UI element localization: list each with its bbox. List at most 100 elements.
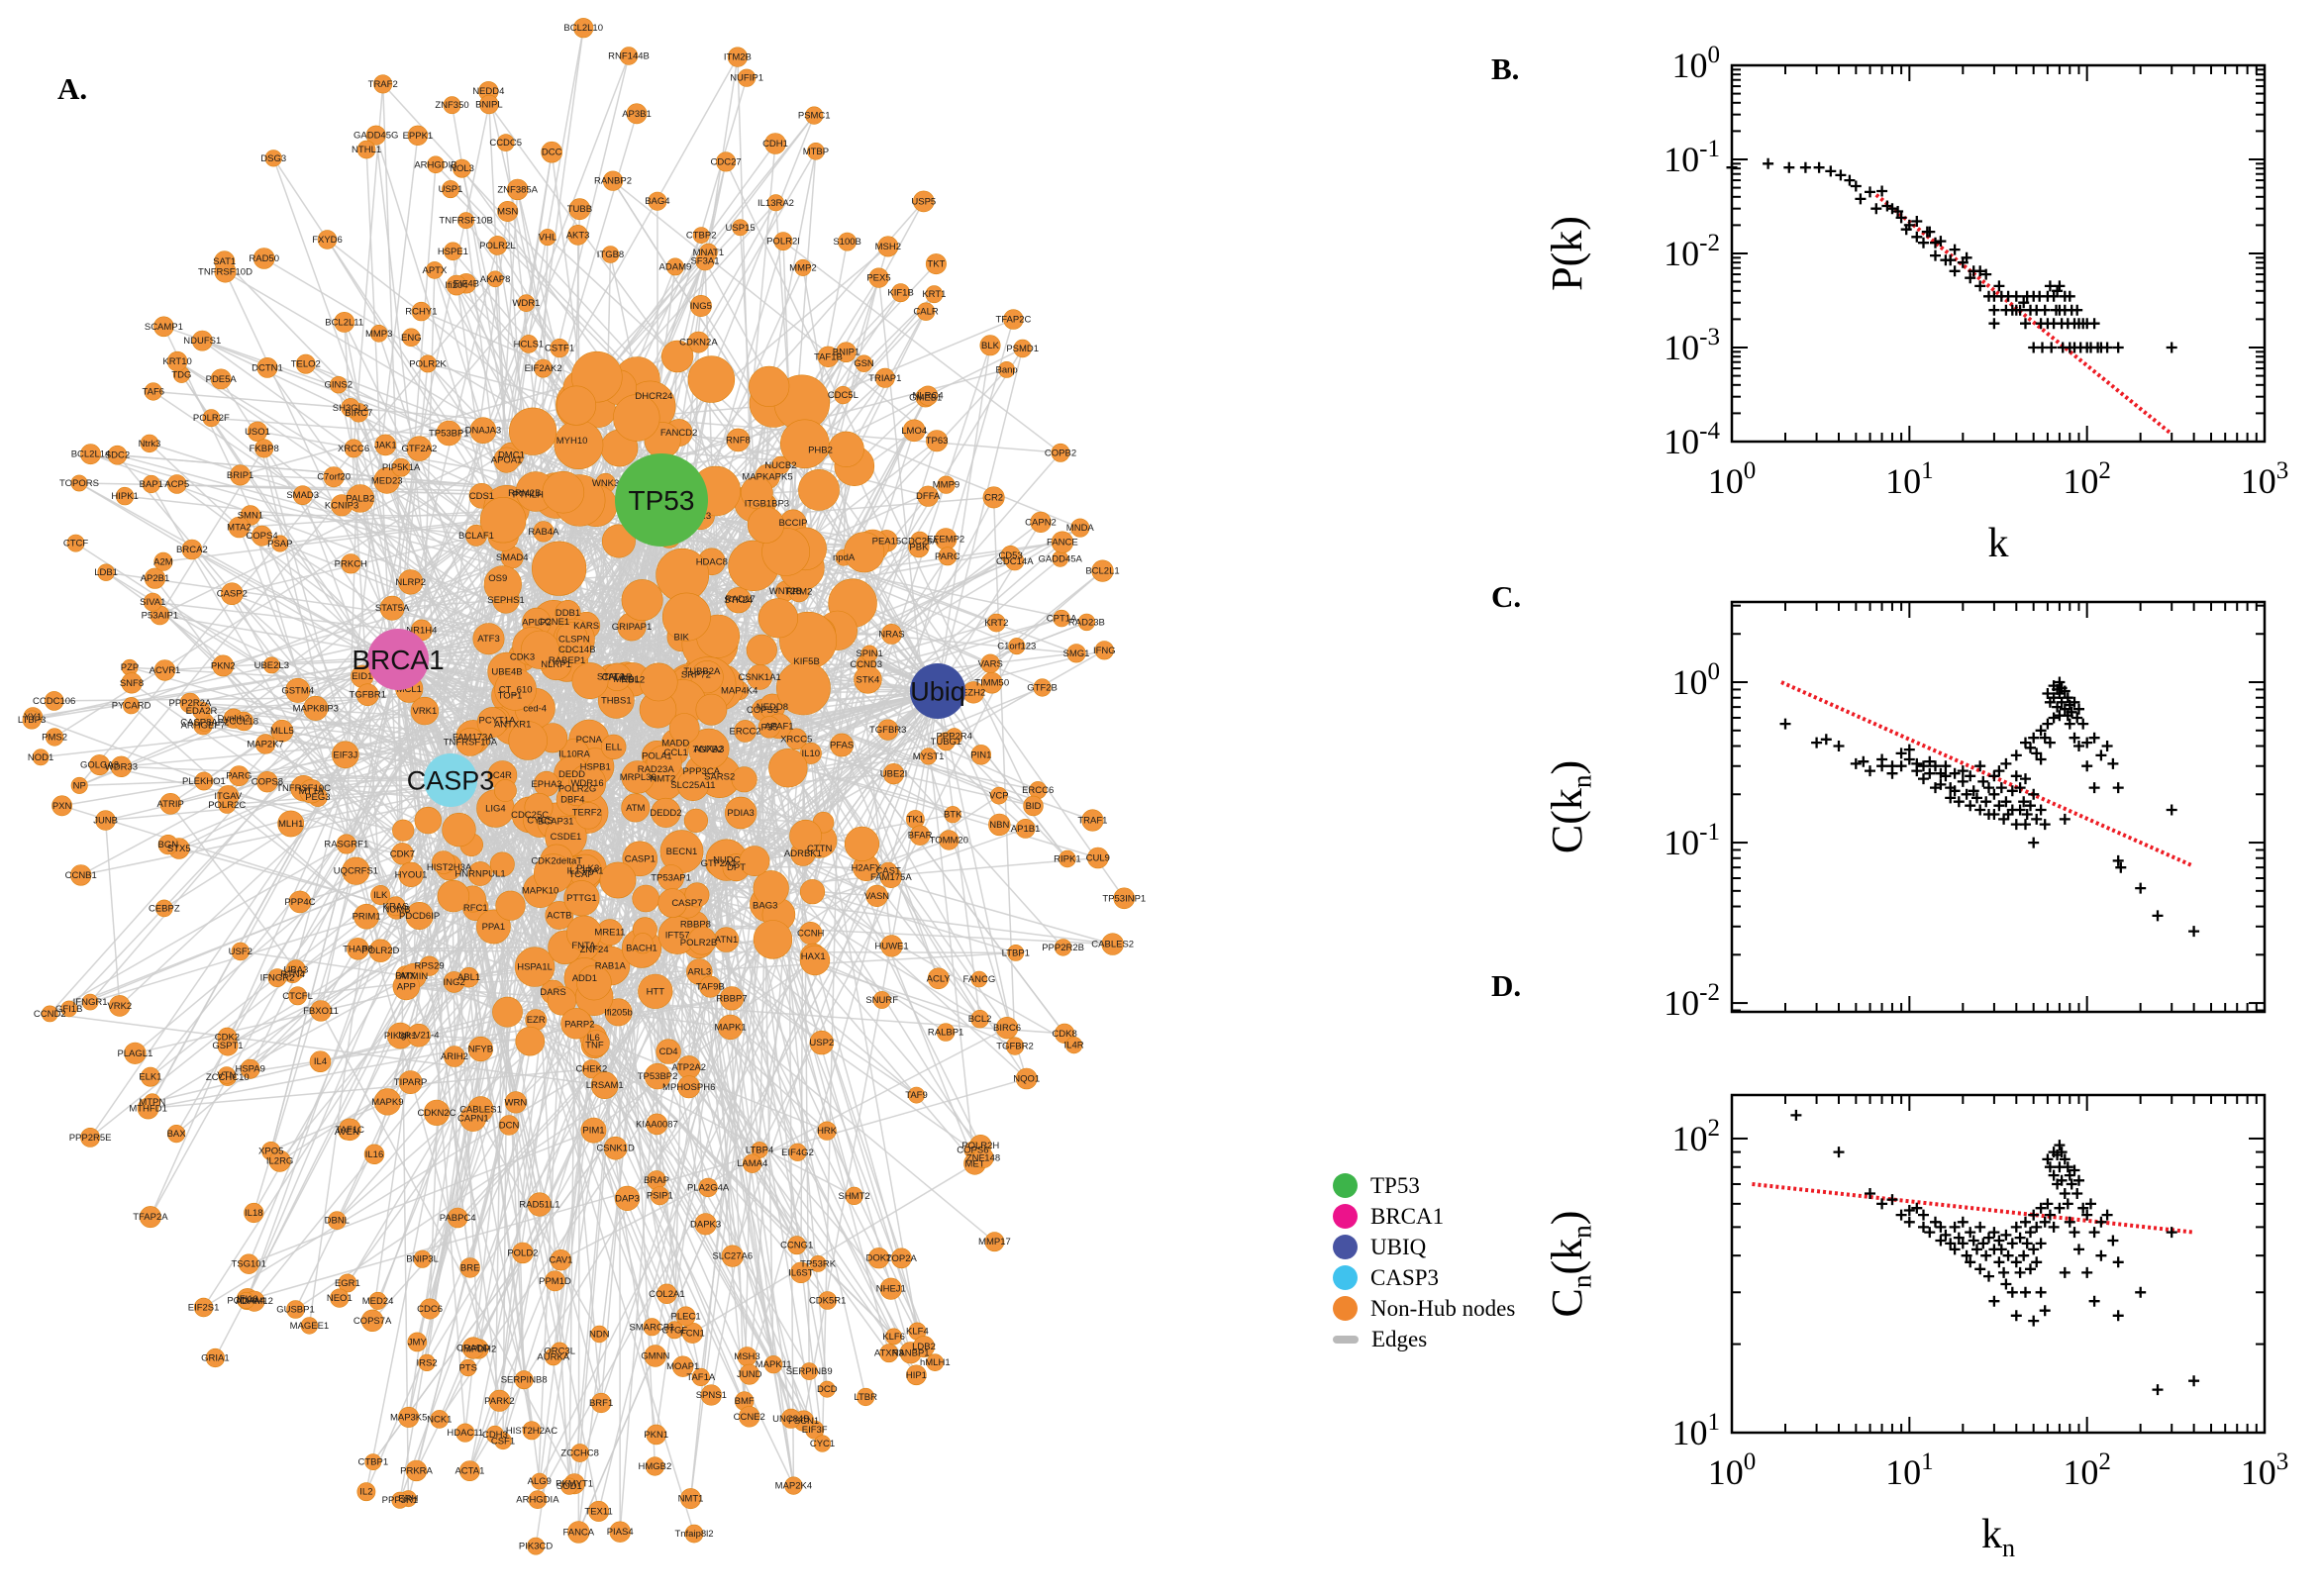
network-node xyxy=(742,1153,762,1173)
network-node-label: PPP2R2B xyxy=(1042,943,1084,953)
network-node xyxy=(818,1380,836,1398)
network-node-label: BAX xyxy=(167,1129,187,1140)
network-node xyxy=(980,671,1003,694)
network-node-label: CR2 xyxy=(984,492,1003,503)
network-node xyxy=(716,151,737,172)
network-node-label: NTHL1 xyxy=(352,145,381,155)
network-node-label: HDAC8 xyxy=(696,556,728,567)
network-node xyxy=(794,258,812,276)
network-node-label: RANBP2 xyxy=(594,176,632,187)
network-node-label: RRM2 xyxy=(785,586,812,597)
network-node-label: BCL2L10 xyxy=(563,23,603,34)
network-node xyxy=(436,420,462,447)
network-node xyxy=(683,808,709,833)
network-node-label: PIK3CD xyxy=(519,1542,553,1552)
network-node xyxy=(70,474,88,492)
network-node-label: DBF4 xyxy=(560,795,584,806)
network-node xyxy=(228,516,251,539)
network-node-label: TEX11 xyxy=(584,1506,612,1517)
network-node xyxy=(865,884,888,908)
network-node xyxy=(527,1537,546,1555)
network-node xyxy=(881,624,902,645)
network-node xyxy=(970,745,991,765)
network-node-label: Ifi205b xyxy=(604,1007,633,1018)
network-node xyxy=(419,354,437,373)
network-node-label: PIAS4 xyxy=(607,1527,634,1538)
network-node xyxy=(256,356,278,378)
axis-tick-label: 10-2 xyxy=(1664,230,1720,273)
network-node-label: MAP2K7 xyxy=(247,740,284,750)
network-node xyxy=(567,225,588,246)
network-node xyxy=(936,1023,956,1042)
network-node xyxy=(590,1392,612,1414)
panel-c-points xyxy=(1779,676,2200,938)
network-node-label: BGN xyxy=(158,840,179,850)
network-node xyxy=(917,385,939,406)
network-node-label: ACLY xyxy=(927,973,952,984)
network-node xyxy=(157,834,178,855)
network-node xyxy=(210,368,232,390)
network-node xyxy=(89,754,111,776)
network-node-label: PDCD6IP xyxy=(399,911,440,922)
casp3-dot-icon xyxy=(1333,1265,1358,1290)
network-node xyxy=(626,103,648,125)
network-node-label: PCDHA4 xyxy=(227,1296,265,1307)
network-node xyxy=(766,194,784,212)
network-node-label: ZNF148 xyxy=(966,1152,1000,1163)
network-node-label: PRIM1 xyxy=(353,912,381,923)
network-node-label: MAP2K4 xyxy=(775,1481,813,1492)
network-node-label: NEDD8 xyxy=(757,702,788,713)
network-node xyxy=(809,1255,827,1272)
network-node-label: TAF6 xyxy=(143,387,165,398)
network-node-label: FBXO11 xyxy=(303,1006,339,1017)
legend-item-tp53: TP53 xyxy=(1333,1170,1515,1201)
network-node-label: LTBP1 xyxy=(1002,948,1030,958)
network-node xyxy=(1087,847,1109,869)
network-node-label: COPS7A xyxy=(354,1316,392,1327)
network-node-label: CSDE1 xyxy=(551,832,582,843)
network-node-label: VTN xyxy=(217,1070,236,1081)
network-node xyxy=(110,755,133,777)
network-node xyxy=(330,1288,350,1308)
network-node-label: GSPT1 xyxy=(212,1041,243,1051)
network-node xyxy=(342,856,370,885)
network-node-label: ALG9 xyxy=(528,1476,552,1487)
network-node xyxy=(414,806,442,835)
network-node xyxy=(288,890,312,914)
network-node xyxy=(368,1291,387,1310)
network-node-label: HIST2H2AC xyxy=(506,1426,557,1437)
network-node xyxy=(1059,849,1076,868)
network-node xyxy=(539,229,556,247)
network-node-label: GRIA1 xyxy=(201,1353,230,1364)
network-node-label: DFFA xyxy=(916,491,941,502)
network-node xyxy=(144,567,166,589)
network-node-label: ATRIP xyxy=(157,799,184,810)
panel-c: 100 10-1 10-2 C(kn​) xyxy=(1543,600,2267,1023)
network-node xyxy=(238,1292,255,1310)
network-node xyxy=(455,1423,475,1443)
network-node-label: BRF1 xyxy=(589,1398,613,1409)
panel-c-fit-line xyxy=(1780,680,2193,867)
network-node-label: LTBR xyxy=(854,1392,877,1403)
network-node xyxy=(97,563,115,581)
network-node-label: IL13RA1 xyxy=(567,866,604,877)
network-node xyxy=(240,1058,260,1079)
network-node xyxy=(675,1306,696,1327)
network-node-label: BACH1 xyxy=(626,944,657,954)
panel-d-fit-line xyxy=(1752,1181,2194,1235)
network-node-label: IL6 xyxy=(587,1033,600,1044)
network-node-label: RAB4A xyxy=(528,527,559,538)
network-node xyxy=(639,662,678,702)
network-node xyxy=(159,792,181,815)
network-node-label: TK1 xyxy=(907,815,924,826)
network-node xyxy=(373,1088,402,1116)
network-node xyxy=(646,1424,666,1446)
network-node-label: SEPHS1 xyxy=(487,595,525,606)
network-node-label: KIF1B xyxy=(887,288,913,299)
network-node xyxy=(648,191,667,211)
network-node-label: C4R xyxy=(493,770,512,781)
network-node xyxy=(982,486,1005,509)
network-node-label: DAP3 xyxy=(615,1193,640,1204)
network-node xyxy=(1015,1067,1038,1090)
network-node-label: DPT xyxy=(727,862,746,873)
